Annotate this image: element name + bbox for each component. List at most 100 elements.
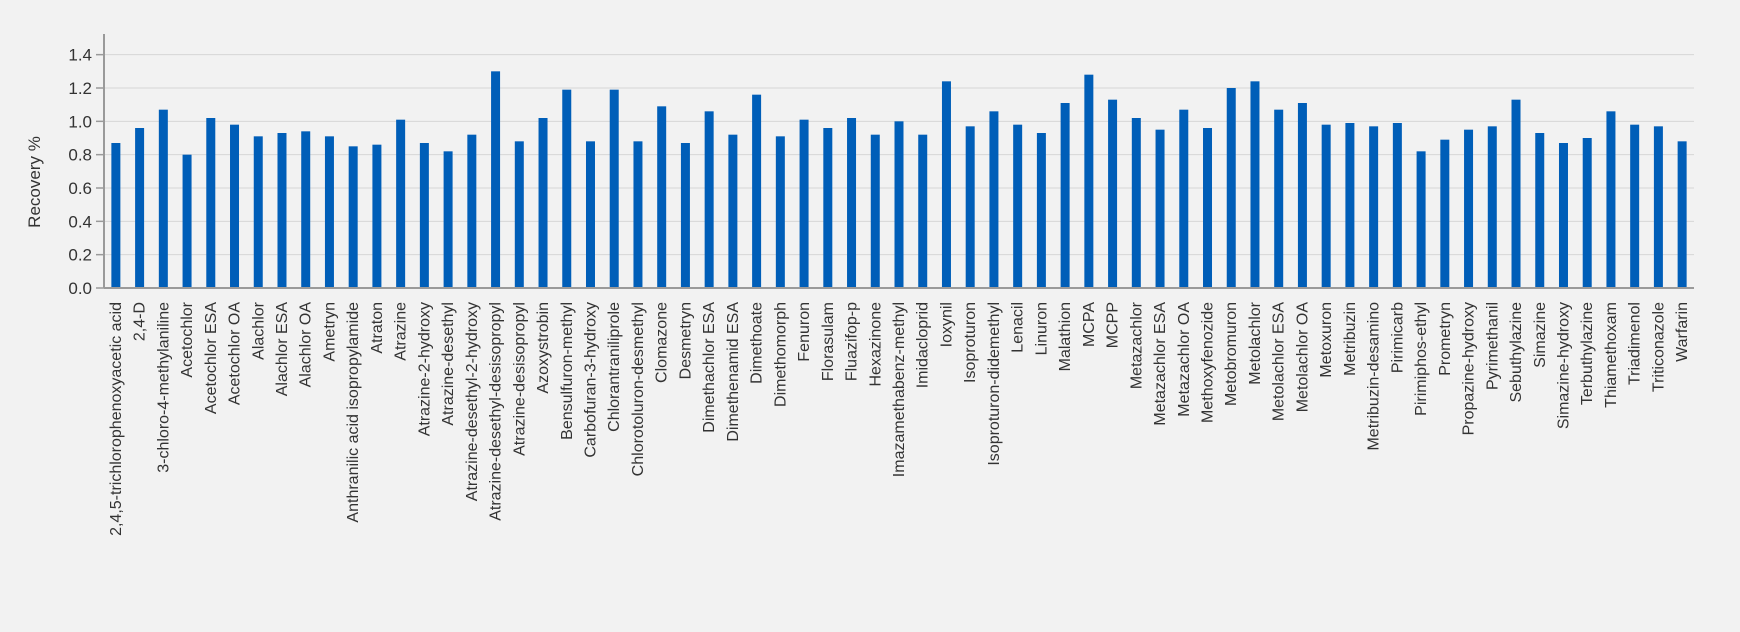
x-tick-label: Metolachlor ESA: [1271, 302, 1288, 421]
bar: [1060, 103, 1070, 288]
bar: [1653, 126, 1663, 288]
bar: [1535, 133, 1545, 288]
x-tick-label: Carbofuran-3-hydroxy: [582, 302, 599, 458]
bar: [1036, 133, 1046, 288]
x-tick-label: Metribuzin: [1342, 302, 1359, 376]
x-tick-label: Dimethachlor ESA: [701, 302, 718, 433]
bar: [1274, 109, 1284, 288]
bar: [1416, 151, 1426, 288]
bar: [111, 143, 121, 288]
x-tick-label: Metazachlor ESA: [1152, 302, 1169, 426]
y-tick-label: 1.4: [68, 46, 92, 65]
bar: [775, 136, 785, 288]
x-tick-label: Alachlor: [250, 301, 267, 359]
x-tick-label: Bensulfuron-methyl: [559, 302, 576, 440]
x-tick-labels: 2,4,5-trichlorophenoxyacetic acid 2,4-D 3-…: [108, 301, 1691, 536]
x-tick-label: Atrazine: [393, 302, 410, 361]
bar: [1297, 103, 1307, 288]
x-tick-label: Alachlor OA: [298, 302, 315, 388]
x-tick-label: Metolachlor: [1247, 301, 1264, 384]
bar: [1606, 111, 1616, 288]
x-tick-label: Pyrimethanil: [1484, 302, 1501, 390]
x-tick-label: Anthranilic acid isopropylamide: [345, 302, 362, 523]
x-tick-label: Metobromuron: [1223, 302, 1240, 406]
x-tick-label: Alachlor ESA: [274, 302, 291, 397]
x-tick-label: Imazamethabenz-methyl: [891, 302, 908, 477]
x-tick-label: Imidacloprid: [915, 302, 932, 388]
bar: [301, 131, 311, 288]
bar: [277, 133, 287, 288]
bar: [1511, 99, 1521, 288]
x-tick-label: Desmetryn: [677, 302, 694, 379]
x-tick-label: Atrazine-desethyl-desisopropyl: [488, 302, 505, 521]
x-tick-label: Metolachlor OA: [1294, 302, 1311, 413]
bar: [823, 128, 833, 288]
bar: [704, 111, 714, 288]
bar: [1203, 128, 1213, 288]
y-tick-label: 1.0: [68, 112, 92, 131]
x-tick-label: Acetochlor: [179, 301, 196, 377]
x-tick-label: Fenuron: [796, 302, 813, 362]
y-tick-label: 0.0: [68, 279, 92, 298]
y-tick-label: 0.2: [68, 246, 92, 265]
bar: [1131, 118, 1141, 288]
x-tick-label: Hexazinone: [867, 302, 884, 387]
bar: [206, 118, 216, 288]
x-tick-label: Simazine: [1532, 302, 1549, 368]
x-tick-label: Chlorotoluron-desmethyl: [630, 302, 647, 476]
bar: [870, 134, 880, 288]
bar: [182, 154, 192, 288]
bar: [514, 141, 524, 288]
x-tick-label: Propazine-hydroxy: [1461, 302, 1478, 435]
x-tick-label: Dimethomorph: [772, 302, 789, 407]
bar: [1630, 124, 1640, 288]
x-tick-label: Terbuthylazine: [1579, 302, 1596, 405]
bar: [1677, 141, 1687, 288]
x-tick-label: Malathion: [1057, 302, 1074, 371]
bar: [158, 109, 168, 288]
bar: [941, 81, 951, 288]
x-tick-label: Ametryn: [321, 302, 338, 362]
bars: [111, 71, 1687, 288]
x-tick-label: Chlorantraniliprole: [606, 302, 623, 432]
x-tick-label: Pirimicarb: [1389, 302, 1406, 373]
x-tick-label: MCPP: [1105, 302, 1122, 348]
x-tick-label: MCPA: [1081, 302, 1098, 347]
bar: [1345, 123, 1355, 288]
bar: [1155, 129, 1165, 288]
x-tick-label: 3-chloro-4-methylaniline: [155, 302, 172, 473]
bar: [1179, 109, 1189, 288]
bar: [680, 143, 690, 288]
bar: [585, 141, 595, 288]
bar: [799, 119, 809, 288]
x-tick-label: Warfarin: [1674, 302, 1691, 362]
bar: [965, 126, 975, 288]
y-tick-label: 0.4: [68, 212, 92, 231]
y-axis-label: Recovery %: [25, 136, 44, 228]
x-tick-label: Metoxuron: [1318, 302, 1335, 378]
bar: [1013, 124, 1023, 288]
x-tick-label: 2,4,5-trichlorophenoxyacetic acid: [108, 302, 125, 536]
bar: [538, 118, 548, 288]
bar: [1226, 88, 1236, 288]
x-tick-label: Linuron: [1033, 302, 1050, 355]
bar: [1558, 143, 1568, 288]
x-tick-label: Triticonazole: [1650, 302, 1667, 392]
x-tick-label: Metribuzin-desamino: [1366, 302, 1383, 451]
x-tick-label: Clomazone: [654, 302, 671, 383]
x-tick-label: Lenacil: [1010, 302, 1027, 353]
x-tick-label: Dimethoate: [749, 302, 766, 384]
x-tick-label: Ioxynil: [938, 302, 955, 347]
bar: [1108, 99, 1118, 288]
y-tick-label: 0.8: [68, 146, 92, 165]
bar: [1084, 74, 1094, 288]
bar: [847, 118, 857, 288]
x-tick-label: Florasulam: [820, 302, 837, 381]
x-tick-label: Simazine-hydroxy: [1555, 302, 1572, 429]
bar: [135, 128, 145, 288]
x-tick-label: Pirimiphos-ethyl: [1413, 302, 1430, 416]
bar: [443, 151, 453, 288]
x-tick-label: Atrazine-2-hydroxy: [416, 302, 433, 436]
x-tick-label: Metazachlor OA: [1176, 302, 1193, 417]
x-tick-label: Atrazine-desethyl-2-hydroxy: [464, 302, 481, 501]
